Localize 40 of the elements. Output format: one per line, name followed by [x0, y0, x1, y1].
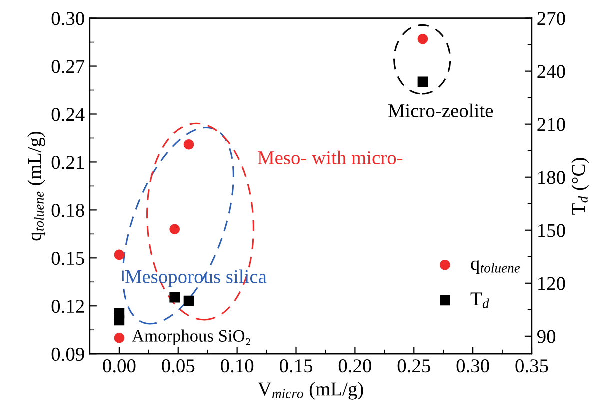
x-tick-label: 0.05: [162, 360, 195, 373]
y-tick-label: 0.21: [52, 156, 84, 170]
x-tick-label: 0.10: [221, 360, 254, 373]
y-tick-label: 0.27: [52, 60, 85, 74]
annotation: Micro-zeolite: [388, 104, 494, 118]
annotation: Meso- with micro-: [258, 150, 403, 165]
y2-tick-label: 90: [537, 330, 556, 344]
y2-axis-title: T$_{d}$ (°C): [572, 158, 590, 215]
y2-tick-label: 150: [538, 224, 566, 238]
y-tick-label: 0.18: [52, 204, 84, 218]
point: [114, 332, 125, 344]
x-tick-label: 0.25: [398, 360, 430, 373]
x-tick-label: 0.30: [456, 360, 490, 373]
y-axis-title: q$_{toluene}$ (mL/g): [28, 132, 46, 241]
x-tick-label: 0.00: [103, 360, 136, 373]
y-tick-label: 0.09: [52, 348, 84, 362]
x-axis-title: V$_{micro}$ (mL/g): [258, 382, 364, 400]
y-tick-label: 0.30: [52, 12, 84, 26]
point: [418, 34, 428, 44]
point: [418, 76, 428, 88]
point: [114, 250, 125, 260]
x-tick-label: 0.15: [280, 360, 313, 373]
y2-tick-label: 210: [538, 118, 566, 132]
annotation: Amorphous SiO₂: [132, 330, 250, 346]
x-tick-label: 0.20: [338, 360, 372, 373]
y2-tick-label: 180: [538, 171, 566, 184]
point: [114, 315, 125, 326]
legend-label: q$_{toluene}$: [471, 260, 520, 274]
point: [184, 296, 194, 306]
y2-tick-label: 240: [538, 65, 566, 78]
point: [170, 224, 180, 235]
x-tick-label: 0.35: [516, 360, 548, 373]
y-tick-label: 0.24: [52, 108, 85, 122]
y-tick-label: 0.12: [52, 300, 84, 314]
y2-tick-label: 120: [538, 277, 566, 290]
point: [170, 292, 180, 303]
y2-tick-label: 270: [538, 12, 566, 26]
legend-label: T$_{d}$: [470, 292, 490, 308]
point: [184, 139, 194, 150]
y-tick-label: 0.15: [52, 252, 84, 266]
